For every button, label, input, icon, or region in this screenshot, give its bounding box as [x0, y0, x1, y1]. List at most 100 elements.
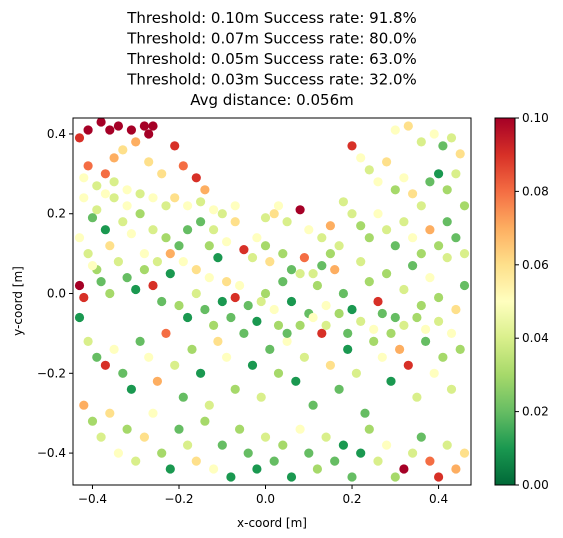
scatter-point: [269, 456, 279, 466]
colorbar-tick-label: 0.06: [522, 258, 549, 272]
scatter-point: [131, 137, 141, 147]
colorbar: [494, 117, 516, 486]
scatter-point: [399, 217, 409, 227]
scatter-point: [438, 352, 448, 362]
scatter-point: [278, 440, 288, 450]
scatter-point: [338, 197, 348, 207]
scatter-point: [347, 209, 357, 219]
scatter-point: [369, 324, 379, 334]
scatter-point: [382, 157, 392, 167]
scatter-point: [434, 169, 444, 179]
title-line: Threshold: 0.07m Success rate: 80.0%: [126, 30, 417, 48]
scatter-point: [157, 296, 167, 307]
scatter-point: [217, 296, 227, 307]
scatter-point: [364, 277, 374, 287]
scatter-point: [347, 304, 357, 315]
scatter-point: [429, 129, 439, 139]
scatter-point: [425, 225, 435, 235]
y-axis: −0.4 −0.2 0.0 0.2 0.4: [37, 127, 73, 460]
title-line: Avg distance: 0.056m: [190, 91, 353, 109]
scatter-point: [421, 336, 431, 346]
scatter-point: [434, 316, 444, 326]
scatter-point: [191, 265, 201, 275]
scatter-point: [118, 217, 128, 227]
scatter-point: [390, 241, 400, 251]
scatter-point: [92, 352, 102, 362]
scatter-point: [122, 424, 132, 434]
scatter-point: [174, 241, 184, 251]
scatter-point: [105, 125, 115, 135]
scatter-point: [204, 273, 214, 283]
scatter-point: [390, 312, 400, 323]
scatter-point: [364, 233, 374, 243]
scatter-point: [451, 304, 461, 315]
scatter-point: [260, 213, 271, 223]
scatter-point: [139, 249, 149, 259]
colorbar-tick-label: 0.08: [522, 184, 549, 198]
scatter-point: [191, 288, 201, 299]
y-tick-label: 0.4: [47, 127, 66, 141]
scatter-point: [105, 408, 115, 418]
scatter-point: [386, 328, 396, 338]
colorbar-tick-label: 0.02: [522, 405, 549, 419]
scatter-point: [429, 368, 439, 378]
scatter-point: [434, 472, 444, 482]
scatter-point: [148, 408, 158, 418]
scatter-point: [438, 141, 448, 151]
scatter-point: [126, 125, 136, 135]
scatter-point: [390, 185, 400, 195]
scatter-point: [144, 129, 154, 139]
scatter-point: [148, 280, 158, 291]
scatter-point: [351, 368, 361, 378]
y-tick-label: 0.0: [47, 287, 66, 301]
scatter-point: [100, 189, 110, 199]
x-tick-label: −0.4: [78, 492, 107, 506]
scatter-point: [373, 209, 383, 219]
scatter-point: [230, 217, 240, 227]
scatter-point: [152, 376, 162, 386]
scatter-point: [83, 125, 93, 135]
scatter-point: [451, 464, 461, 474]
scatter-point: [442, 440, 452, 450]
scatter-point: [260, 432, 271, 442]
scatter-point: [295, 424, 305, 434]
scatter-point: [265, 344, 275, 354]
scatter-point: [105, 241, 115, 251]
scatter-point: [408, 448, 418, 458]
scatter-point: [178, 161, 188, 171]
scatter-point: [382, 225, 392, 235]
scatter-point: [157, 169, 167, 179]
scatter-point: [434, 241, 444, 251]
scatter-point: [382, 269, 392, 279]
scatter-point: [204, 400, 214, 410]
scatter-point: [83, 249, 93, 259]
scatter-point: [139, 121, 149, 131]
scatter-point: [235, 424, 245, 434]
scatter-point: [252, 464, 262, 474]
scatter-point: [222, 277, 232, 287]
scatter-point: [356, 257, 366, 267]
scatter-point: [200, 416, 210, 426]
scatter-point: [265, 257, 275, 267]
scatter-point: [273, 320, 284, 330]
x-tick-label: 0.0: [256, 492, 275, 506]
scatter-point: [317, 233, 327, 243]
scatter-point: [260, 241, 271, 251]
scatter-point: [170, 193, 180, 203]
scatter-point: [278, 249, 288, 259]
scatter-point: [373, 296, 383, 307]
scatter-point: [282, 217, 292, 227]
scatter-point: [364, 165, 374, 175]
scatter-point: [459, 448, 470, 458]
scatter-point: [338, 440, 348, 450]
x-tick-label: 0.2: [342, 492, 361, 506]
scatter-point: [222, 352, 232, 362]
scatter-point: [325, 221, 335, 231]
scatter-point: [408, 261, 418, 271]
scatter-point: [135, 336, 145, 346]
scatter-point: [334, 241, 344, 251]
scatter-point: [135, 189, 145, 199]
scatter-point: [408, 189, 418, 199]
scatter-point: [204, 241, 214, 251]
